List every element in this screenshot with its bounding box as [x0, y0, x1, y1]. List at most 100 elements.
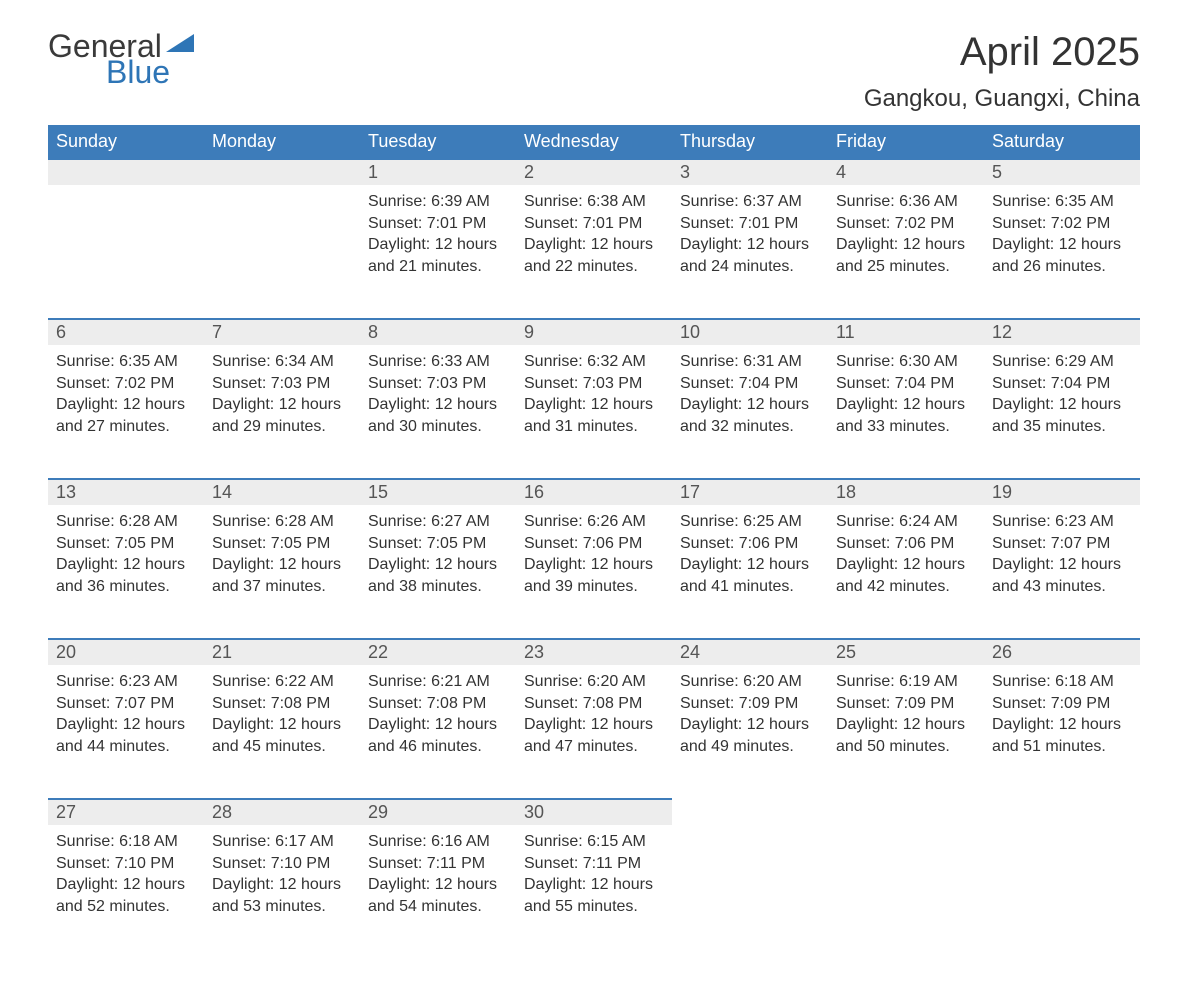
sunrise-text: Sunrise: 6:20 AM — [524, 671, 664, 693]
day-number-row: 6789101112 — [48, 319, 1140, 345]
sunrise-text: Sunrise: 6:28 AM — [212, 511, 352, 533]
sunrise-text: Sunrise: 6:20 AM — [680, 671, 820, 693]
day-content-cell: Sunrise: 6:15 AMSunset: 7:11 PMDaylight:… — [516, 825, 672, 959]
day-number-cell: 1 — [360, 159, 516, 185]
daylight1-text: Daylight: 12 hours — [524, 874, 664, 896]
daylight1-text: Daylight: 12 hours — [836, 554, 976, 576]
weekday-header: Tuesday — [360, 125, 516, 159]
day-number-cell: 21 — [204, 639, 360, 665]
sunset-text: Sunset: 7:04 PM — [680, 373, 820, 395]
sunrise-text: Sunrise: 6:31 AM — [680, 351, 820, 373]
day-number-cell: 5 — [984, 159, 1140, 185]
sunrise-text: Sunrise: 6:35 AM — [992, 191, 1132, 213]
daylight2-text: and 38 minutes. — [368, 576, 508, 598]
daylight2-text: and 37 minutes. — [212, 576, 352, 598]
day-content-cell: Sunrise: 6:36 AMSunset: 7:02 PMDaylight:… — [828, 185, 984, 319]
daylight1-text: Daylight: 12 hours — [368, 874, 508, 896]
daylight2-text: and 31 minutes. — [524, 416, 664, 438]
day-content-cell: Sunrise: 6:31 AMSunset: 7:04 PMDaylight:… — [672, 345, 828, 479]
sunset-text: Sunset: 7:08 PM — [524, 693, 664, 715]
daylight1-text: Daylight: 12 hours — [524, 234, 664, 256]
day-number-cell: 17 — [672, 479, 828, 505]
sunset-text: Sunset: 7:06 PM — [836, 533, 976, 555]
daylight2-text: and 21 minutes. — [368, 256, 508, 278]
day-number-row: 20212223242526 — [48, 639, 1140, 665]
day-content-cell: Sunrise: 6:18 AMSunset: 7:10 PMDaylight:… — [48, 825, 204, 959]
day-number-cell: 15 — [360, 479, 516, 505]
day-content-cell: Sunrise: 6:30 AMSunset: 7:04 PMDaylight:… — [828, 345, 984, 479]
daylight1-text: Daylight: 12 hours — [368, 714, 508, 736]
daylight2-text: and 27 minutes. — [56, 416, 196, 438]
daylight2-text: and 29 minutes. — [212, 416, 352, 438]
day-content-cell: Sunrise: 6:20 AMSunset: 7:09 PMDaylight:… — [672, 665, 828, 799]
sunset-text: Sunset: 7:10 PM — [212, 853, 352, 875]
daylight1-text: Daylight: 12 hours — [992, 234, 1132, 256]
day-content-cell — [204, 185, 360, 319]
daylight1-text: Daylight: 12 hours — [992, 714, 1132, 736]
daylight2-text: and 45 minutes. — [212, 736, 352, 758]
daylight1-text: Daylight: 12 hours — [680, 234, 820, 256]
sunset-text: Sunset: 7:08 PM — [212, 693, 352, 715]
daylight2-text: and 42 minutes. — [836, 576, 976, 598]
day-content-row: Sunrise: 6:28 AMSunset: 7:05 PMDaylight:… — [48, 505, 1140, 639]
day-number-cell: 6 — [48, 319, 204, 345]
sunrise-text: Sunrise: 6:17 AM — [212, 831, 352, 853]
daylight1-text: Daylight: 12 hours — [680, 554, 820, 576]
daylight2-text: and 36 minutes. — [56, 576, 196, 598]
day-content-cell: Sunrise: 6:18 AMSunset: 7:09 PMDaylight:… — [984, 665, 1140, 799]
sunrise-text: Sunrise: 6:29 AM — [992, 351, 1132, 373]
day-number-cell: 2 — [516, 159, 672, 185]
day-number-cell: 26 — [984, 639, 1140, 665]
day-content-cell: Sunrise: 6:26 AMSunset: 7:06 PMDaylight:… — [516, 505, 672, 639]
day-number-cell: 30 — [516, 799, 672, 825]
daylight1-text: Daylight: 12 hours — [524, 554, 664, 576]
day-content-row: Sunrise: 6:39 AMSunset: 7:01 PMDaylight:… — [48, 185, 1140, 319]
sunrise-text: Sunrise: 6:25 AM — [680, 511, 820, 533]
daylight2-text: and 55 minutes. — [524, 896, 664, 918]
sunrise-text: Sunrise: 6:33 AM — [368, 351, 508, 373]
weekday-header: Sunday — [48, 125, 204, 159]
sunset-text: Sunset: 7:06 PM — [524, 533, 664, 555]
day-number-cell — [48, 159, 204, 185]
day-content-cell: Sunrise: 6:35 AMSunset: 7:02 PMDaylight:… — [984, 185, 1140, 319]
day-content-cell: Sunrise: 6:17 AMSunset: 7:10 PMDaylight:… — [204, 825, 360, 959]
day-content-cell — [48, 185, 204, 319]
day-number-row: 13141516171819 — [48, 479, 1140, 505]
sunset-text: Sunset: 7:04 PM — [992, 373, 1132, 395]
weekday-header-row: Sunday Monday Tuesday Wednesday Thursday… — [48, 125, 1140, 159]
sunrise-text: Sunrise: 6:16 AM — [368, 831, 508, 853]
brand-word2: Blue — [106, 56, 194, 88]
daylight2-text: and 52 minutes. — [56, 896, 196, 918]
day-number-cell — [984, 799, 1140, 825]
day-content-cell — [672, 825, 828, 959]
day-content-cell: Sunrise: 6:24 AMSunset: 7:06 PMDaylight:… — [828, 505, 984, 639]
weekday-header: Wednesday — [516, 125, 672, 159]
flag-icon — [166, 34, 194, 56]
sunset-text: Sunset: 7:05 PM — [56, 533, 196, 555]
daylight1-text: Daylight: 12 hours — [680, 394, 820, 416]
day-content-cell: Sunrise: 6:35 AMSunset: 7:02 PMDaylight:… — [48, 345, 204, 479]
daylight2-text: and 51 minutes. — [992, 736, 1132, 758]
day-number-row: 12345 — [48, 159, 1140, 185]
day-number-cell: 10 — [672, 319, 828, 345]
day-number-cell: 24 — [672, 639, 828, 665]
daylight1-text: Daylight: 12 hours — [992, 554, 1132, 576]
brand-logo: General Blue — [48, 30, 194, 88]
daylight2-text: and 49 minutes. — [680, 736, 820, 758]
sunrise-text: Sunrise: 6:36 AM — [836, 191, 976, 213]
day-content-cell: Sunrise: 6:27 AMSunset: 7:05 PMDaylight:… — [360, 505, 516, 639]
day-content-cell: Sunrise: 6:28 AMSunset: 7:05 PMDaylight:… — [204, 505, 360, 639]
daylight1-text: Daylight: 12 hours — [368, 234, 508, 256]
title-block: April 2025 Gangkou, Guangxi, China — [864, 30, 1140, 113]
day-content-cell: Sunrise: 6:19 AMSunset: 7:09 PMDaylight:… — [828, 665, 984, 799]
weekday-header: Thursday — [672, 125, 828, 159]
day-number-cell: 7 — [204, 319, 360, 345]
sunset-text: Sunset: 7:05 PM — [212, 533, 352, 555]
day-number-cell — [204, 159, 360, 185]
day-number-cell: 29 — [360, 799, 516, 825]
daylight1-text: Daylight: 12 hours — [680, 714, 820, 736]
day-number-cell: 8 — [360, 319, 516, 345]
day-number-cell: 18 — [828, 479, 984, 505]
daylight1-text: Daylight: 12 hours — [524, 714, 664, 736]
daylight1-text: Daylight: 12 hours — [56, 394, 196, 416]
